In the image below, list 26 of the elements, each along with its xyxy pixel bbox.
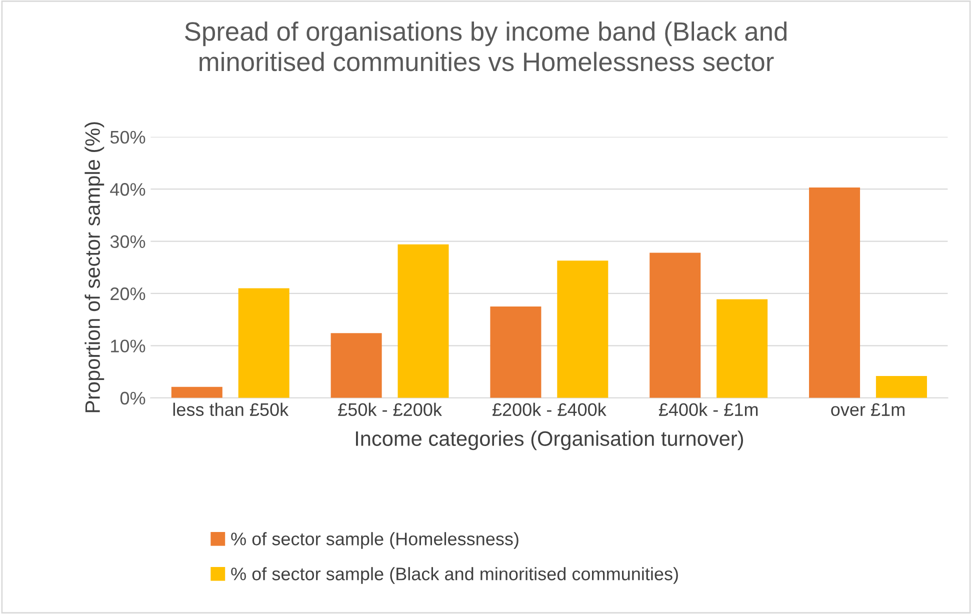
x-tick-label: £50k - £200k	[338, 402, 442, 416]
bar	[171, 386, 222, 398]
y-tick-label: 50%	[110, 130, 146, 144]
y-tick-label: 10%	[111, 340, 146, 352]
bar	[398, 244, 449, 398]
y-tick-label: 30%	[110, 235, 146, 248]
bar	[490, 306, 542, 398]
x-tick-label: £200k - £400k	[492, 402, 606, 416]
bar	[238, 288, 290, 398]
x-tick-label: over £1m	[831, 403, 904, 416]
x-tick-label: £400k - £1m	[658, 402, 758, 416]
bar	[809, 188, 860, 398]
x-axis-title: Income categories (Organisation turnover)	[356, 430, 744, 450]
x-tick-label: less than £50k	[173, 402, 289, 416]
bar	[650, 252, 701, 398]
bar	[557, 260, 608, 398]
bar	[330, 333, 382, 398]
y-axis-title: Proportion of sector sample (%)	[84, 122, 104, 412]
chart-title: Spread of organisations by income band (Black and minoritised communities vs Homelessness sector	[185, 21, 787, 72]
bar	[876, 376, 927, 398]
y-tick-label: 0%	[120, 392, 146, 405]
y-tick-label: 20%	[110, 287, 146, 300]
y-tick-label: 40%	[110, 183, 146, 196]
legend-label: % of sector sample (Black and minoritised communities)	[231, 567, 678, 584]
legend-label: % of sector sample (Homelessness)	[231, 532, 518, 549]
bar	[716, 299, 768, 398]
